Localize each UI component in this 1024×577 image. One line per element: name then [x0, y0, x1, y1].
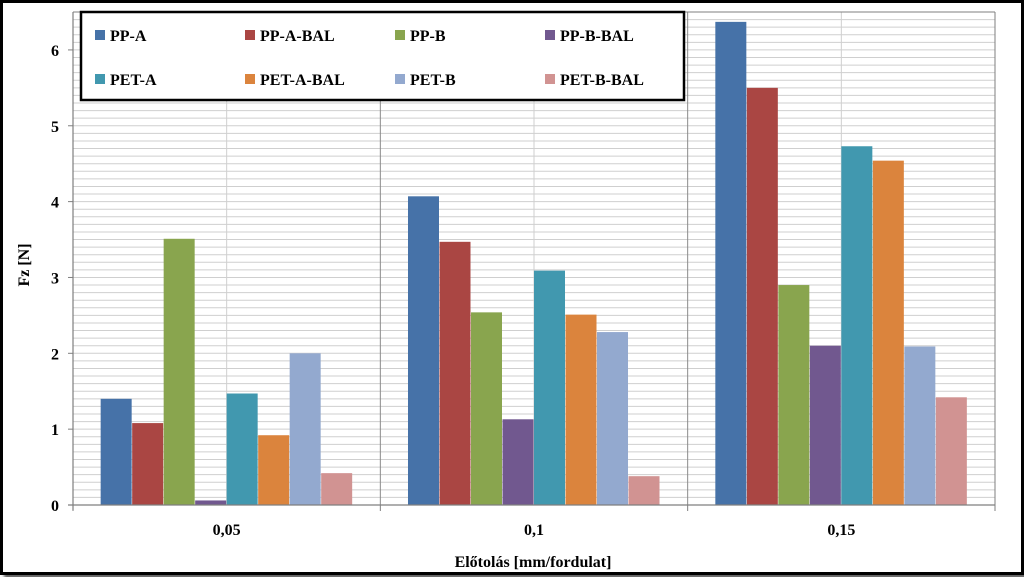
- bar-pet-a-2: [841, 146, 873, 506]
- bar-pet-b-bal-0: [321, 473, 353, 505]
- x-axis-title: Előtolás [mm/fordulat]: [455, 554, 612, 571]
- y-tick-label: 3: [51, 270, 59, 287]
- legend-label-pet-b: PET-B: [410, 72, 456, 89]
- y-tick-label: 4: [51, 195, 59, 212]
- legend-swatch-pp-a-bal: [245, 30, 255, 40]
- bars: [100, 21, 967, 506]
- x-tick-label: 0,1: [524, 522, 544, 539]
- bar-pet-a-0: [226, 393, 258, 505]
- bar-pet-b-1: [597, 332, 629, 505]
- legend-box: [79, 10, 686, 102]
- legend-swatch-pp-b-bal: [545, 30, 555, 40]
- bar-pp-b-0: [163, 238, 195, 505]
- legend-label-pp-b-bal: PP-B-BAL: [560, 28, 634, 45]
- legend-swatch-pet-a-bal: [245, 74, 255, 84]
- legend-swatch-pet-b-bal: [545, 74, 555, 84]
- bar-pp-a-2: [715, 21, 747, 506]
- legend-swatch-pet-b: [395, 74, 405, 84]
- legend-label-pet-a-bal: PET-A-BAL: [260, 72, 345, 89]
- legend-swatch-pet-a: [95, 74, 105, 84]
- bar-pp-a-1: [407, 196, 439, 505]
- legend-swatch-pp-b: [395, 30, 405, 40]
- bar-pet-b-bal-1: [628, 476, 660, 505]
- y-tick-label: 0: [51, 498, 59, 515]
- bar-pp-a-bal-2: [746, 87, 778, 505]
- bar-pp-a-bal-0: [132, 423, 164, 505]
- y-tick-label: 2: [51, 346, 59, 363]
- bar-pp-b-2: [778, 285, 810, 505]
- x-tick-label: 0,15: [827, 522, 855, 539]
- bar-pp-a-0: [100, 398, 132, 505]
- legend-label-pp-b: PP-B: [410, 28, 446, 45]
- y-tick-label: 1: [51, 422, 59, 439]
- legend: PP-A PP-A-BAL PP-B PP-B-BAL PET-A PET-A-BAL PE…: [79, 10, 686, 102]
- bar-pet-a-bal-2: [872, 160, 904, 506]
- bar-chart: 0 1 2 3 4 5 6 0,05 0,1 0,15 Fz [N] Előtolás [mm/f…: [16, 10, 996, 571]
- bar-pp-b-bal-1: [502, 419, 534, 505]
- y-tick-label: 6: [51, 43, 59, 60]
- bar-pet-a-1: [534, 270, 566, 505]
- legend-label-pet-a: PET-A: [110, 72, 157, 89]
- bar-pp-b-bal-2: [809, 345, 841, 505]
- bar-pp-a-bal-1: [439, 241, 471, 505]
- bar-pet-a-bal-0: [258, 435, 290, 505]
- bar-pet-a-bal-1: [565, 314, 597, 505]
- bar-pp-b-bal-0: [195, 500, 227, 505]
- y-tick-label: 5: [51, 119, 59, 136]
- y-axis-title: Fz [N]: [16, 243, 33, 286]
- legend-label-pp-a-bal: PP-A-BAL: [260, 28, 335, 45]
- legend-label-pet-b-bal: PET-B-BAL: [560, 72, 644, 89]
- legend-swatch-pp-a: [95, 30, 105, 40]
- legend-label-pp-a: PP-A: [110, 28, 147, 45]
- bar-pet-b-bal-2: [935, 397, 967, 505]
- x-tick-label: 0,05: [213, 522, 241, 539]
- bar-pp-b-1: [470, 312, 502, 505]
- bar-pet-b-0: [289, 353, 321, 505]
- bar-pet-b-2: [904, 346, 936, 505]
